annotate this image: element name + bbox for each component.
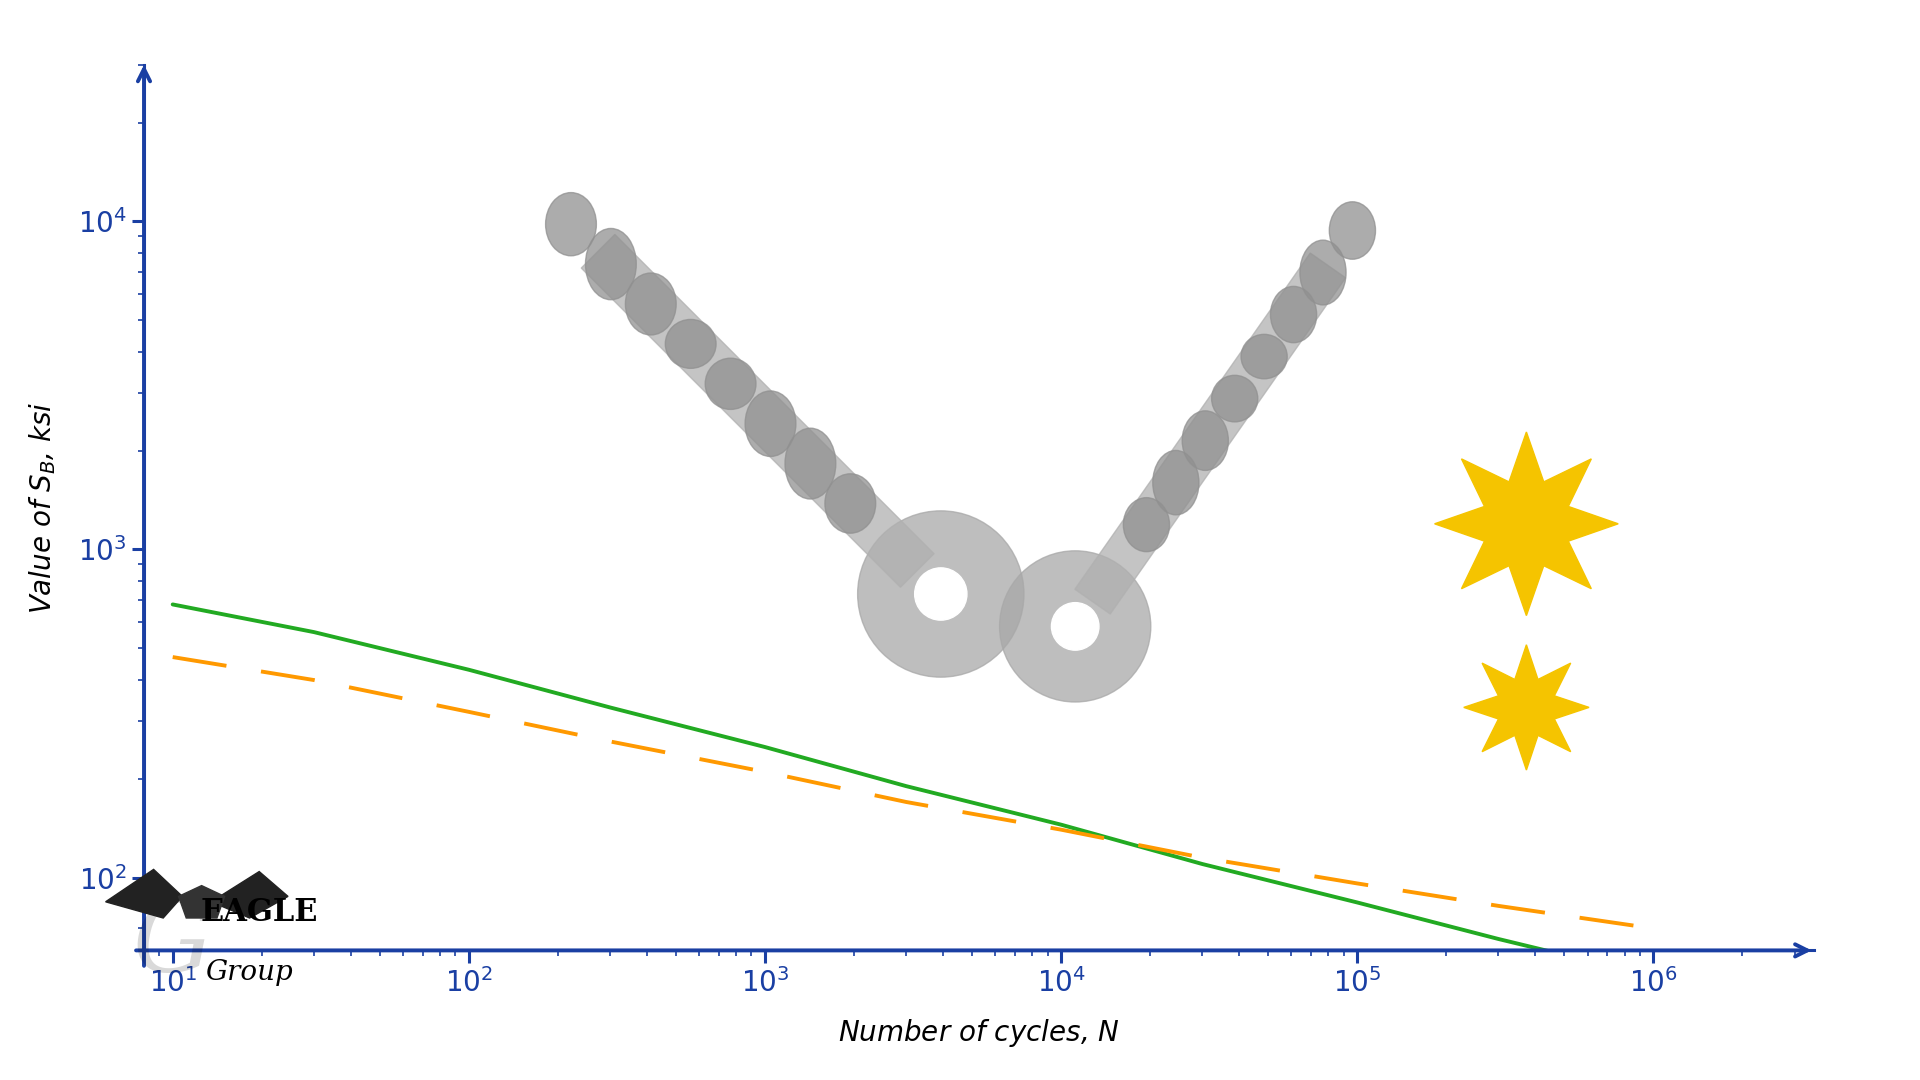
Ellipse shape — [1000, 551, 1150, 702]
Ellipse shape — [705, 359, 756, 409]
Ellipse shape — [785, 428, 835, 499]
Polygon shape — [179, 886, 225, 918]
Ellipse shape — [1052, 603, 1098, 650]
Text: Group: Group — [205, 959, 294, 985]
Ellipse shape — [745, 391, 797, 457]
Ellipse shape — [826, 474, 876, 534]
Ellipse shape — [1212, 376, 1258, 422]
Y-axis label: Value of $S_B$, ksi: Value of $S_B$, ksi — [27, 402, 58, 613]
X-axis label: Number of cycles, $N$: Number of cycles, $N$ — [839, 1017, 1119, 1049]
Polygon shape — [1463, 645, 1590, 770]
Polygon shape — [1434, 432, 1619, 616]
Polygon shape — [106, 869, 182, 918]
Ellipse shape — [1271, 286, 1317, 342]
Ellipse shape — [1329, 202, 1375, 259]
Text: EAGLE: EAGLE — [200, 897, 319, 928]
Polygon shape — [582, 234, 933, 588]
Ellipse shape — [914, 568, 968, 620]
Ellipse shape — [1152, 450, 1198, 515]
Ellipse shape — [666, 320, 716, 368]
Ellipse shape — [1240, 335, 1286, 379]
Ellipse shape — [858, 511, 1023, 677]
Ellipse shape — [626, 273, 676, 335]
Polygon shape — [1075, 253, 1346, 615]
Ellipse shape — [1300, 240, 1346, 305]
Polygon shape — [211, 872, 288, 918]
Ellipse shape — [586, 229, 636, 300]
Text: G: G — [132, 897, 213, 993]
Ellipse shape — [1123, 498, 1169, 552]
Ellipse shape — [545, 192, 597, 256]
Ellipse shape — [1183, 410, 1229, 471]
